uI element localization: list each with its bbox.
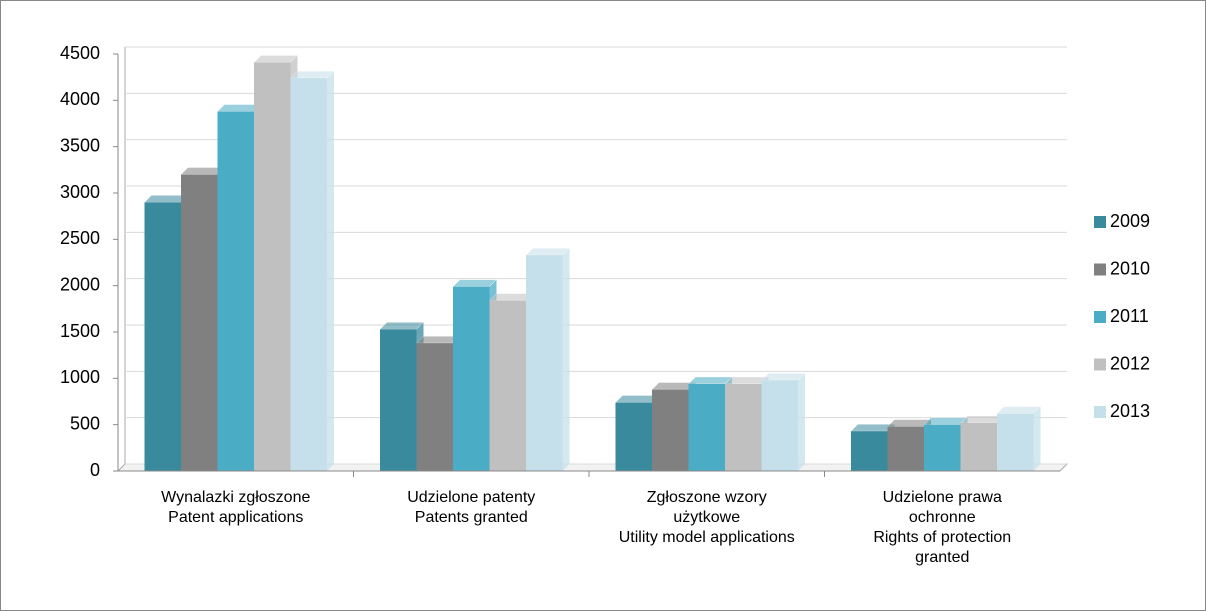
bar (761, 380, 798, 471)
bar (615, 402, 652, 471)
y-tick-label: 1500 (60, 321, 100, 341)
bar (217, 111, 254, 471)
bar-top (289, 70, 335, 79)
bar (924, 424, 961, 471)
x-tick-label: Rights of protection (873, 529, 1011, 546)
bar (144, 202, 181, 471)
bar (181, 174, 218, 471)
y-tick-label: 0 (90, 460, 100, 480)
x-tick-label: użytkowe (673, 509, 740, 526)
legend-label: 2013 (1110, 401, 1150, 421)
legend-swatch (1094, 406, 1106, 418)
bar (526, 255, 563, 471)
bar (997, 413, 1034, 471)
x-tick-label: Zgłoszone wzory (647, 489, 767, 506)
bar-top (996, 406, 1042, 414)
legend-label: 2010 (1110, 258, 1150, 278)
legend-swatch (1094, 311, 1106, 323)
legend-swatch (1094, 358, 1106, 371)
x-tick-label: Patent applications (168, 509, 303, 526)
bar-side (327, 71, 334, 472)
bar-top (253, 55, 299, 63)
bar (688, 383, 725, 471)
legend-label: 2009 (1110, 211, 1150, 231)
y-tick-label: 1000 (60, 367, 100, 387)
legend-swatch (1094, 263, 1106, 276)
bar-top (525, 247, 571, 256)
y-tick-label: 500 (70, 413, 100, 433)
bar (725, 383, 762, 471)
bar (380, 329, 417, 471)
bar (960, 422, 997, 471)
y-tick-label: 2000 (60, 274, 100, 294)
x-tick-label: granted (915, 549, 969, 566)
x-tick-label: Utility model applications (619, 529, 795, 546)
bar (887, 426, 924, 471)
x-tick-label: ochronne (909, 509, 976, 526)
y-tick-label: 2500 (60, 228, 100, 248)
bar-top (452, 279, 498, 287)
bar-top (687, 376, 733, 385)
bar (489, 300, 526, 471)
bar (254, 62, 291, 472)
bar (290, 78, 327, 472)
y-tick-label: 4000 (60, 89, 100, 109)
y-tick-label: 3500 (60, 135, 100, 155)
bar (851, 431, 888, 471)
x-tick-label: Udzielone prawa (883, 489, 1002, 506)
legend-label: 2012 (1110, 353, 1150, 373)
bar (416, 343, 453, 471)
bar-side (798, 373, 805, 471)
x-tick-label: Udzielone patenty (407, 489, 535, 506)
y-tick-label: 3000 (60, 182, 100, 202)
bar (453, 286, 490, 471)
x-tick-label: Wynalazki zgłoszone (161, 489, 310, 506)
y-tick-label: 4500 (60, 43, 100, 63)
x-tick-label: Patents granted (415, 509, 528, 526)
legend-swatch (1094, 216, 1106, 228)
bar-side (1033, 406, 1041, 471)
bar-top (379, 321, 425, 330)
bar-top (760, 372, 806, 381)
bar (652, 389, 689, 471)
bar-side (562, 248, 570, 471)
legend-label: 2011 (1110, 306, 1149, 326)
